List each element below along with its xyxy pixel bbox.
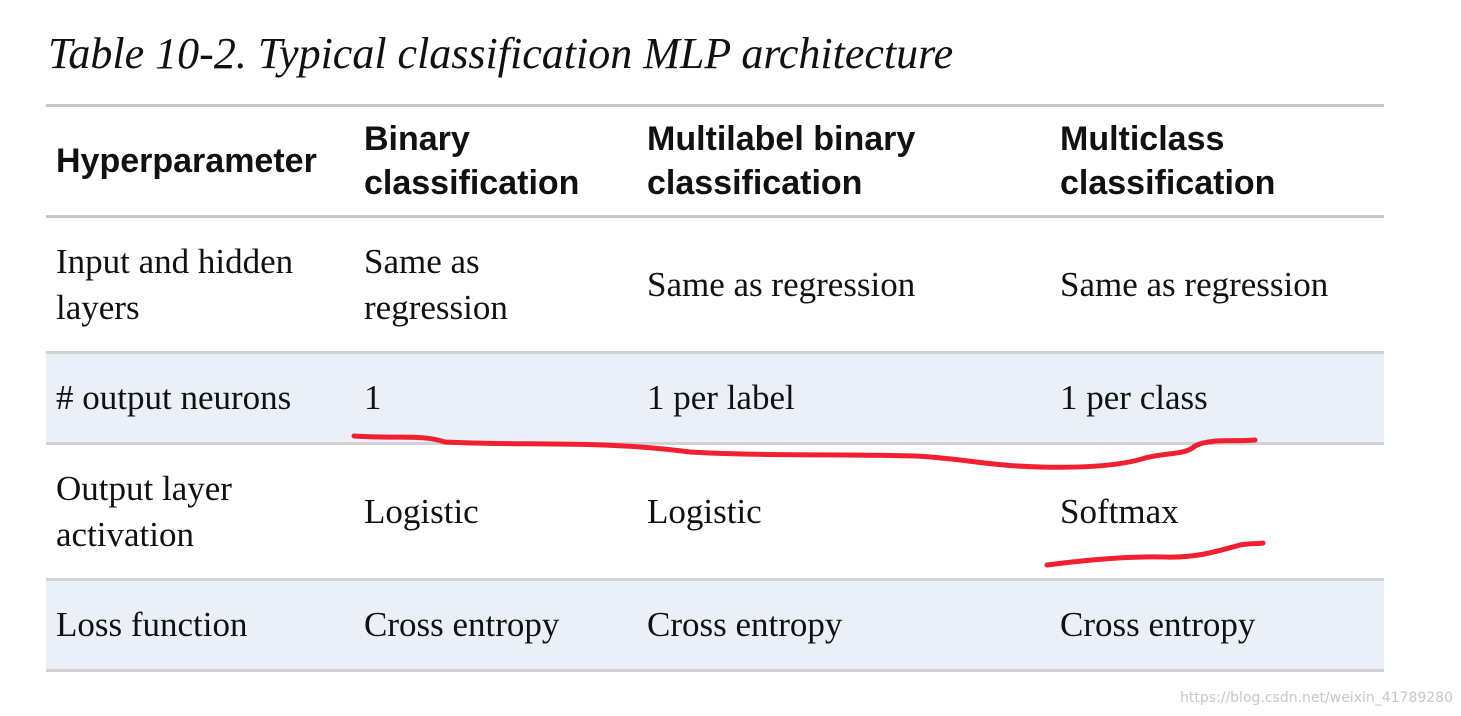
watermark: https://blog.csdn.net/weixin_41789280 xyxy=(1179,690,1453,706)
table-cell: Input and hidden layers xyxy=(56,241,294,327)
header-binary-classification: Binary classification xyxy=(364,120,580,202)
table-cell: Logistic xyxy=(364,491,479,531)
table-cell: Same as regression xyxy=(647,264,916,304)
table-cell: 1 per class xyxy=(1060,378,1208,417)
table-caption: Table 10-2. Typical classification MLP a… xyxy=(48,29,954,78)
table-cell: Cross entropy xyxy=(1060,605,1256,644)
table-cell: 1 xyxy=(364,378,382,417)
table-row-output-neurons: # output neurons 1 1 per label 1 per cla… xyxy=(46,352,1384,444)
table-row-loss-function: Loss function Cross entropy Cross entrop… xyxy=(46,579,1384,671)
table-row-input-hidden-layers: Input and hidden layers Same as regressi… xyxy=(46,217,1384,353)
header-multilabel-binary-classification: Multilabel binary classification xyxy=(647,120,916,202)
table-cell: Same as regression xyxy=(1060,264,1329,304)
mlp-architecture-table: Hyperparameter Binary classification Mul… xyxy=(46,104,1384,672)
table-cell: Cross entropy xyxy=(364,605,560,644)
table-cell: Same as regression xyxy=(364,241,508,327)
header-hyperparameter: Hyperparameter xyxy=(56,142,317,180)
table-row-output-activation: Output layer activation Logistic Logisti… xyxy=(46,444,1384,580)
table-cell: Softmax xyxy=(1060,491,1179,531)
table-cell: Output layer activation xyxy=(56,468,232,554)
table-cell: # output neurons xyxy=(56,378,292,417)
table-header-row: Hyperparameter Binary classification Mul… xyxy=(46,105,1384,217)
header-multiclass-classification: Multiclass classification xyxy=(1060,120,1276,202)
table-cell: Cross entropy xyxy=(647,605,843,644)
table-cell: 1 per label xyxy=(647,378,795,417)
table-cell: Logistic xyxy=(647,491,762,531)
table-cell: Loss function xyxy=(56,605,248,644)
